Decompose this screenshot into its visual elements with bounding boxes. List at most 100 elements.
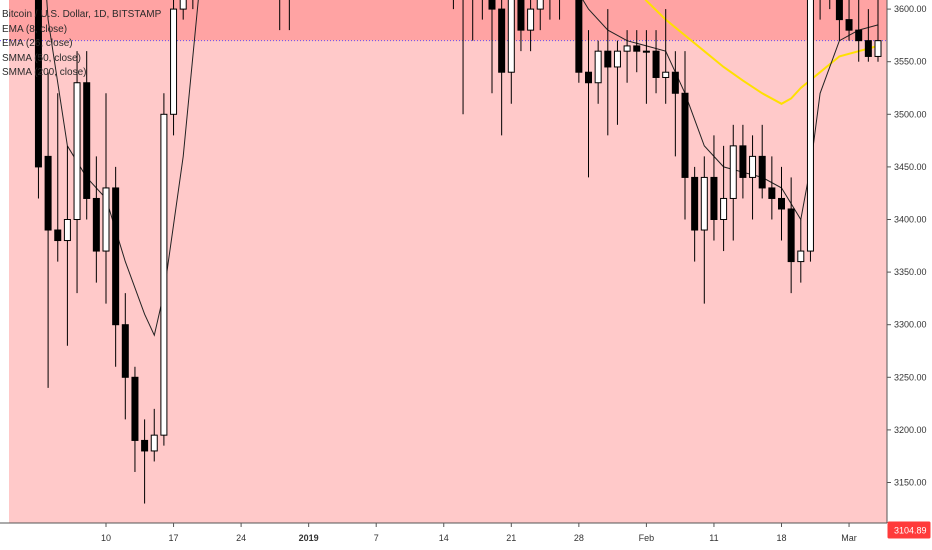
candle-body bbox=[623, 45, 631, 52]
candle-body bbox=[691, 176, 699, 231]
price-tick-label: 3600.00 bbox=[894, 4, 927, 14]
candle bbox=[652, 30, 660, 94]
price-tick-label: 3200.00 bbox=[894, 425, 927, 435]
candle-body bbox=[604, 50, 612, 68]
candle bbox=[150, 408, 158, 462]
candle-body bbox=[527, 8, 535, 31]
time-tick-label: 14 bbox=[439, 533, 449, 543]
candle bbox=[855, 0, 863, 62]
legend-indicator-ema-8[interactable]: EMA (8, close) bbox=[2, 23, 68, 35]
horizontal-levels bbox=[0, 40, 887, 42]
candle-body bbox=[112, 187, 120, 326]
candle-body bbox=[160, 113, 168, 436]
candle-body bbox=[83, 82, 91, 199]
candle-body bbox=[642, 50, 650, 53]
candle-body bbox=[835, 0, 843, 21]
candle bbox=[633, 30, 641, 73]
time-tick-label: 7 bbox=[374, 533, 379, 543]
time-tick-label: 11 bbox=[709, 533, 718, 543]
time-tick-label: 17 bbox=[169, 533, 179, 543]
candle bbox=[864, 9, 872, 62]
candle-body bbox=[575, 0, 583, 73]
price-zone-1 bbox=[9, 0, 887, 41]
candle bbox=[527, 0, 535, 52]
candle bbox=[170, 0, 178, 136]
candle bbox=[179, 0, 187, 20]
candle-body bbox=[874, 40, 882, 57]
candle bbox=[662, 9, 670, 104]
candle-body bbox=[498, 8, 506, 73]
time-tick-label: 21 bbox=[506, 533, 516, 543]
candle bbox=[160, 93, 168, 446]
candle bbox=[63, 145, 71, 346]
candle bbox=[700, 156, 708, 304]
price-tick-label: 3350.00 bbox=[894, 267, 927, 277]
candle bbox=[44, 72, 52, 388]
price-tag-support-level: 3104.89 bbox=[887, 521, 931, 539]
legend-symbol[interactable]: Bitcoin / U.S. Dollar, 1D, BITSTAMP bbox=[2, 9, 162, 20]
candle-body bbox=[662, 71, 670, 78]
candle bbox=[488, 0, 496, 94]
candle bbox=[613, 40, 621, 125]
candle-body bbox=[652, 50, 660, 78]
candle bbox=[778, 166, 785, 241]
candle-body bbox=[855, 29, 863, 42]
candle bbox=[559, 0, 561, 20]
candle-body bbox=[92, 197, 100, 252]
legend-indicator-ema-26[interactable]: EMA (26, close) bbox=[2, 38, 73, 49]
candle bbox=[623, 30, 631, 83]
candle bbox=[141, 419, 149, 504]
candle-body bbox=[102, 187, 110, 252]
candle-body bbox=[729, 145, 737, 199]
candle-body bbox=[700, 176, 708, 231]
candle-body bbox=[758, 155, 766, 189]
candle-body bbox=[768, 187, 776, 199]
price-tick-label: 3300.00 bbox=[894, 320, 927, 330]
candle-body bbox=[633, 45, 641, 52]
legend-indicator-smma-50[interactable]: SMMA (50, close) bbox=[2, 52, 81, 64]
candle bbox=[768, 156, 776, 220]
candle-body bbox=[517, 0, 525, 31]
candle bbox=[758, 124, 766, 199]
candle bbox=[54, 93, 62, 262]
candle bbox=[131, 366, 139, 472]
candle bbox=[102, 93, 110, 304]
chart-legend: Bitcoin / U.S. Dollar, 1D, BITSTAMP EMA … bbox=[2, 8, 161, 81]
candle bbox=[472, 0, 474, 41]
candle bbox=[739, 124, 747, 199]
time-tick-label: 18 bbox=[776, 533, 786, 543]
candle bbox=[806, 0, 814, 262]
time-axis-bg bbox=[0, 523, 932, 550]
legend-indicator-smma-200[interactable]: SMMA (200, close) bbox=[2, 67, 87, 78]
price-tag-label: 3104.89 bbox=[894, 525, 927, 535]
candle bbox=[498, 0, 506, 136]
candle bbox=[681, 51, 689, 220]
candle bbox=[575, 0, 583, 83]
candle bbox=[517, 0, 525, 52]
candle bbox=[819, 0, 821, 20]
candle bbox=[462, 0, 464, 115]
price-tags: 4046.103657.553104.89 bbox=[887, 521, 931, 539]
candle-body bbox=[141, 439, 149, 452]
price-tick-label: 3250.00 bbox=[894, 372, 927, 382]
candle bbox=[507, 0, 515, 104]
candle-body bbox=[150, 434, 158, 452]
candle bbox=[536, 0, 544, 31]
candle bbox=[604, 9, 612, 136]
candle bbox=[92, 156, 100, 283]
candle-body bbox=[131, 376, 139, 441]
smma-line bbox=[644, 0, 879, 105]
candle bbox=[549, 0, 551, 20]
time-tick-label: 10 bbox=[101, 533, 111, 543]
smma-line-group bbox=[644, 0, 879, 105]
candle-body bbox=[806, 0, 814, 252]
price-tick-label: 3500.00 bbox=[894, 109, 927, 119]
candle bbox=[481, 0, 483, 20]
candle-body bbox=[681, 92, 689, 178]
candle bbox=[729, 124, 737, 241]
candle-body bbox=[121, 324, 129, 378]
candle bbox=[121, 293, 129, 420]
time-tick-label: 28 bbox=[574, 533, 584, 543]
